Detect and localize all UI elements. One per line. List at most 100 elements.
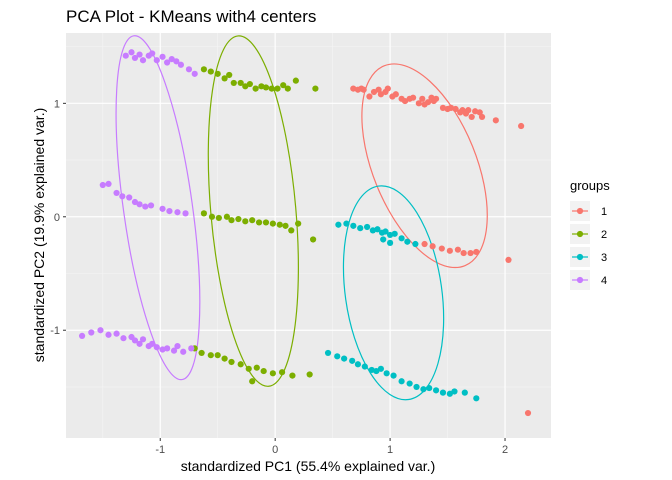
point-group-2 [246,80,253,88]
point-group-2 [306,371,313,378]
point-group-1 [505,256,512,263]
point-group-2 [214,352,221,359]
point-group-1 [419,95,426,102]
point-group-1 [409,94,417,101]
point-group-2 [289,372,296,379]
point-group-3 [398,235,405,242]
point-group-3 [335,221,342,228]
point-group-3 [432,387,440,394]
y-tick-label: -1 [50,325,60,337]
point-group-1 [446,247,453,254]
point-group-1 [473,248,480,256]
point-group-1 [524,409,532,417]
point-group-2 [249,378,256,385]
point-group-1 [392,91,399,98]
point-group-4 [174,343,181,350]
point-group-3 [383,370,390,377]
point-group-1 [360,86,367,93]
point-group-3 [473,395,480,402]
point-group-4 [182,210,189,217]
point-group-4 [136,51,143,58]
point-group-3 [382,228,389,235]
x-tick-label: 0 [272,444,278,456]
point-group-4 [99,181,106,189]
point-group-2 [242,83,249,90]
point-group-4 [128,49,135,56]
y-tick-label: 1 [54,98,60,110]
point-group-2 [230,79,237,87]
point-group-1 [518,122,525,130]
point-group-4 [139,336,147,343]
x-tick-label: -1 [155,444,165,456]
point-group-1 [492,117,499,124]
point-group-3 [374,226,381,233]
point-group-3 [439,389,447,396]
point-group-2 [278,369,286,376]
point-group-2 [226,71,233,79]
point-group-4 [142,203,149,210]
point-group-3 [398,378,405,385]
point-group-2 [309,236,317,243]
point-group-2 [284,85,291,92]
point-group-1 [377,91,385,98]
chart-title: PCA Plot - KMeans with4 centers [66,7,316,26]
point-group-3 [349,357,356,364]
point-group-2 [237,79,244,87]
point-group-4 [191,70,198,77]
legend: groups 1 2 3 4 [570,178,610,290]
point-group-4 [149,340,156,347]
point-group-3 [377,365,385,372]
point-group-1 [460,249,467,257]
point-group-3 [446,390,453,397]
point-group-4 [131,198,139,206]
legend-point-2 [576,230,584,238]
point-group-2 [282,222,289,229]
point-group-2 [214,70,221,77]
legend-point-4 [576,276,584,284]
point-group-4 [147,202,155,209]
point-group-2 [221,75,228,82]
point-group-4 [113,330,120,337]
point-group-3 [373,367,380,375]
point-group-4 [153,57,160,64]
point-group-4 [113,189,120,197]
point-group-4 [120,335,127,342]
point-group-2 [228,217,235,224]
legend-label-3: 3 [601,252,607,264]
point-group-4 [131,337,139,344]
point-group-3 [364,223,371,231]
point-group-2 [235,215,242,223]
ellipse-group-3 [342,185,445,401]
ellipse-group-1 [361,63,488,269]
point-group-2 [312,85,319,92]
point-group-1 [370,88,378,96]
legend-point-3 [576,253,584,261]
point-group-3 [361,363,368,370]
point-group-4 [78,332,86,339]
point-group-4 [153,344,160,351]
point-group-2 [292,77,299,84]
point-group-3 [461,389,468,396]
point-group-4 [105,331,112,338]
point-group-1 [465,107,472,114]
y-axis-title: standardized PC2 (19.9% explained var.) [31,108,47,362]
point-group-3 [426,384,433,392]
legend-label-2: 2 [601,229,607,241]
axes: -1 0 1 2 -1 0 1 [50,98,508,456]
point-group-3 [386,239,394,246]
legend-label-4: 4 [601,275,607,287]
point-group-2 [269,370,276,377]
point-group-2 [253,364,260,371]
point-group-1 [424,99,432,106]
point-group-4 [126,194,133,201]
point-group-1 [429,243,436,250]
point-group-4 [177,61,185,68]
point-group-4 [180,348,187,355]
point-group-3 [390,372,397,379]
point-group-4 [139,57,147,64]
data-points [78,49,532,417]
point-group-4 [166,208,173,215]
point-group-3 [412,240,419,248]
point-group-2 [198,349,205,357]
point-group-3 [451,388,458,395]
